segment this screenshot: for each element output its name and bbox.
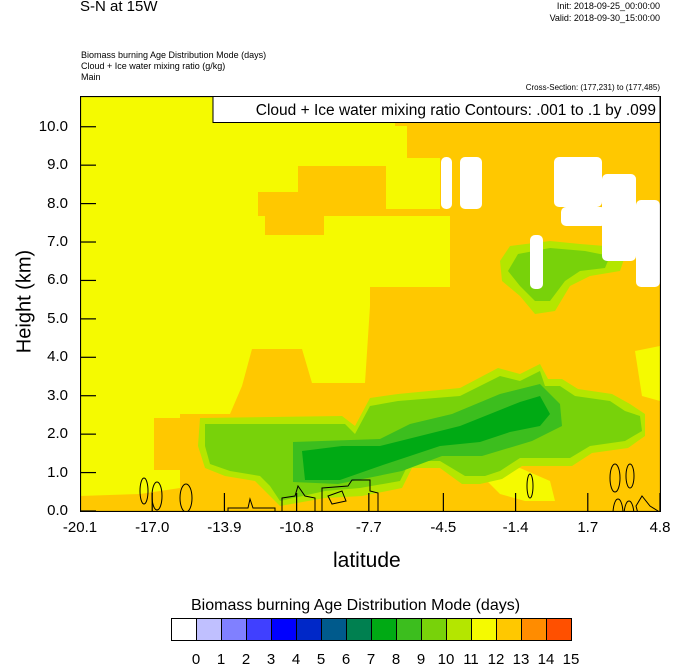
colorbar-swatch xyxy=(522,619,547,640)
missing-data-patch xyxy=(602,174,636,261)
y-axis-label: Height (km) xyxy=(13,249,36,354)
contour-annotation-box xyxy=(212,96,661,123)
x-tick-label: 1.7 xyxy=(577,519,599,536)
missing-data-patch xyxy=(561,207,606,226)
x-tick-label: -20.1 xyxy=(62,519,98,536)
colorbar-swatch xyxy=(447,619,472,640)
field-2: Cloud + Ice water mixing ratio (g/kg) xyxy=(81,61,226,71)
colorbar-label: 6 xyxy=(341,651,351,668)
colorbar-title: Biomass burning Age Distribution Mode (d… xyxy=(191,597,521,614)
y-tick-label: 9.0 xyxy=(47,156,68,174)
colorbar-swatch xyxy=(422,619,447,640)
colorbar-swatch xyxy=(272,619,297,640)
colorbar-label: 11 xyxy=(463,651,479,668)
cloud-contour xyxy=(327,490,347,505)
field-region-11-12 xyxy=(80,96,450,496)
colorbar-swatch xyxy=(297,619,322,640)
colorbar-swatch xyxy=(372,619,397,640)
missing-data-patch xyxy=(441,157,452,209)
missing-data-patch xyxy=(554,157,602,207)
colorbar-label: 10 xyxy=(437,651,455,668)
cloud-contour xyxy=(612,498,624,512)
plot-area: Cloud + Ice water mixing ratio Contours:… xyxy=(80,96,661,512)
colorbar-label: 5 xyxy=(316,651,326,668)
y-tick-label: 7.0 xyxy=(47,233,68,251)
plot-title: S-N at 15W xyxy=(80,0,158,15)
colorbar-swatch xyxy=(197,619,222,640)
missing-data-patch xyxy=(636,200,660,287)
colorbar-label: 8 xyxy=(391,651,401,668)
colorbar-swatch xyxy=(172,619,197,640)
x-tick-label: -13.9 xyxy=(207,519,242,536)
valid-time: Valid: 2018-09-30_15:00:00 xyxy=(549,13,660,23)
x-axis-label: latitude xyxy=(333,549,401,572)
missing-data-patch xyxy=(530,235,543,289)
x-tick-label: -10.8 xyxy=(279,519,314,536)
x-tick-label: -4.5 xyxy=(430,519,457,536)
colorbar-swatch xyxy=(397,619,422,640)
y-tick-label: 4.0 xyxy=(47,348,68,366)
y-tick-label: 0.0 xyxy=(47,502,68,519)
colorbar-swatch xyxy=(247,619,272,640)
field-region-11-12 xyxy=(635,346,660,401)
field-region-7-8 xyxy=(302,396,550,480)
field-list: Biomass burning Age Distribution Mode (d… xyxy=(81,50,266,83)
y-tick-label: 8.0 xyxy=(47,194,68,212)
colorbar-swatch xyxy=(322,619,347,640)
colorbar-label: 9 xyxy=(416,651,426,668)
cloud-contour xyxy=(635,495,659,512)
colorbar-swatch xyxy=(497,619,522,640)
y-tick-label: 5.0 xyxy=(47,309,68,327)
cloud-contour xyxy=(281,484,316,512)
contour-annotation: Cloud + Ice water mixing ratio Contours:… xyxy=(256,102,656,119)
x-tick-label: -17.0 xyxy=(135,519,170,536)
y-tick-label: 10.0 xyxy=(38,117,68,135)
field-1: Biomass burning Age Distribution Mode (d… xyxy=(81,50,267,60)
colorbar xyxy=(171,618,572,641)
field-3: Main xyxy=(81,72,101,82)
x-tick-label: -1.4 xyxy=(502,519,529,536)
colorbar-label: 4 xyxy=(291,651,301,668)
colorbar-swatch xyxy=(547,619,571,640)
cloud-contour xyxy=(179,483,193,512)
y-tick-label: 6.0 xyxy=(47,271,68,289)
colorbar-label: 12 xyxy=(487,651,505,668)
y-tick-label: 3.0 xyxy=(47,386,68,404)
init-time: Init: 2018-09-25_00:00:00 xyxy=(556,1,660,11)
y-tick-label: 2.0 xyxy=(47,425,68,443)
colorbar-label: 14 xyxy=(537,651,555,668)
colorbar-label: 3 xyxy=(266,651,276,668)
time-info: Init: 2018-09-25_00:00:00 Valid: 2018-09… xyxy=(550,0,660,24)
x-tick-label: 4.8 xyxy=(649,519,671,536)
cloud-contour xyxy=(625,463,635,489)
colorbar-label: 0 xyxy=(191,651,201,668)
colorbar-label: 15 xyxy=(562,651,580,668)
cloud-contour xyxy=(227,497,276,512)
colorbar-label: 1 xyxy=(216,651,226,668)
missing-data-patch xyxy=(460,157,482,209)
y-tick-label: 1.0 xyxy=(47,463,68,481)
cross-section-label: Cross-Section: (177,231) to (177,485) xyxy=(525,83,660,92)
colorbar-label: 13 xyxy=(512,651,530,668)
cloud-contour xyxy=(609,463,621,493)
cloud-contour xyxy=(321,479,379,512)
colorbar-swatch xyxy=(472,619,497,640)
colorbar-label: 7 xyxy=(366,651,376,668)
cloud-contour xyxy=(623,500,635,512)
colorbar-label: 2 xyxy=(241,651,251,668)
cloud-contour xyxy=(526,473,534,499)
x-tick-label: -7.7 xyxy=(355,519,382,536)
colorbar-swatch xyxy=(222,619,247,640)
colorbar-swatch xyxy=(347,619,372,640)
cloud-contour xyxy=(139,477,149,505)
